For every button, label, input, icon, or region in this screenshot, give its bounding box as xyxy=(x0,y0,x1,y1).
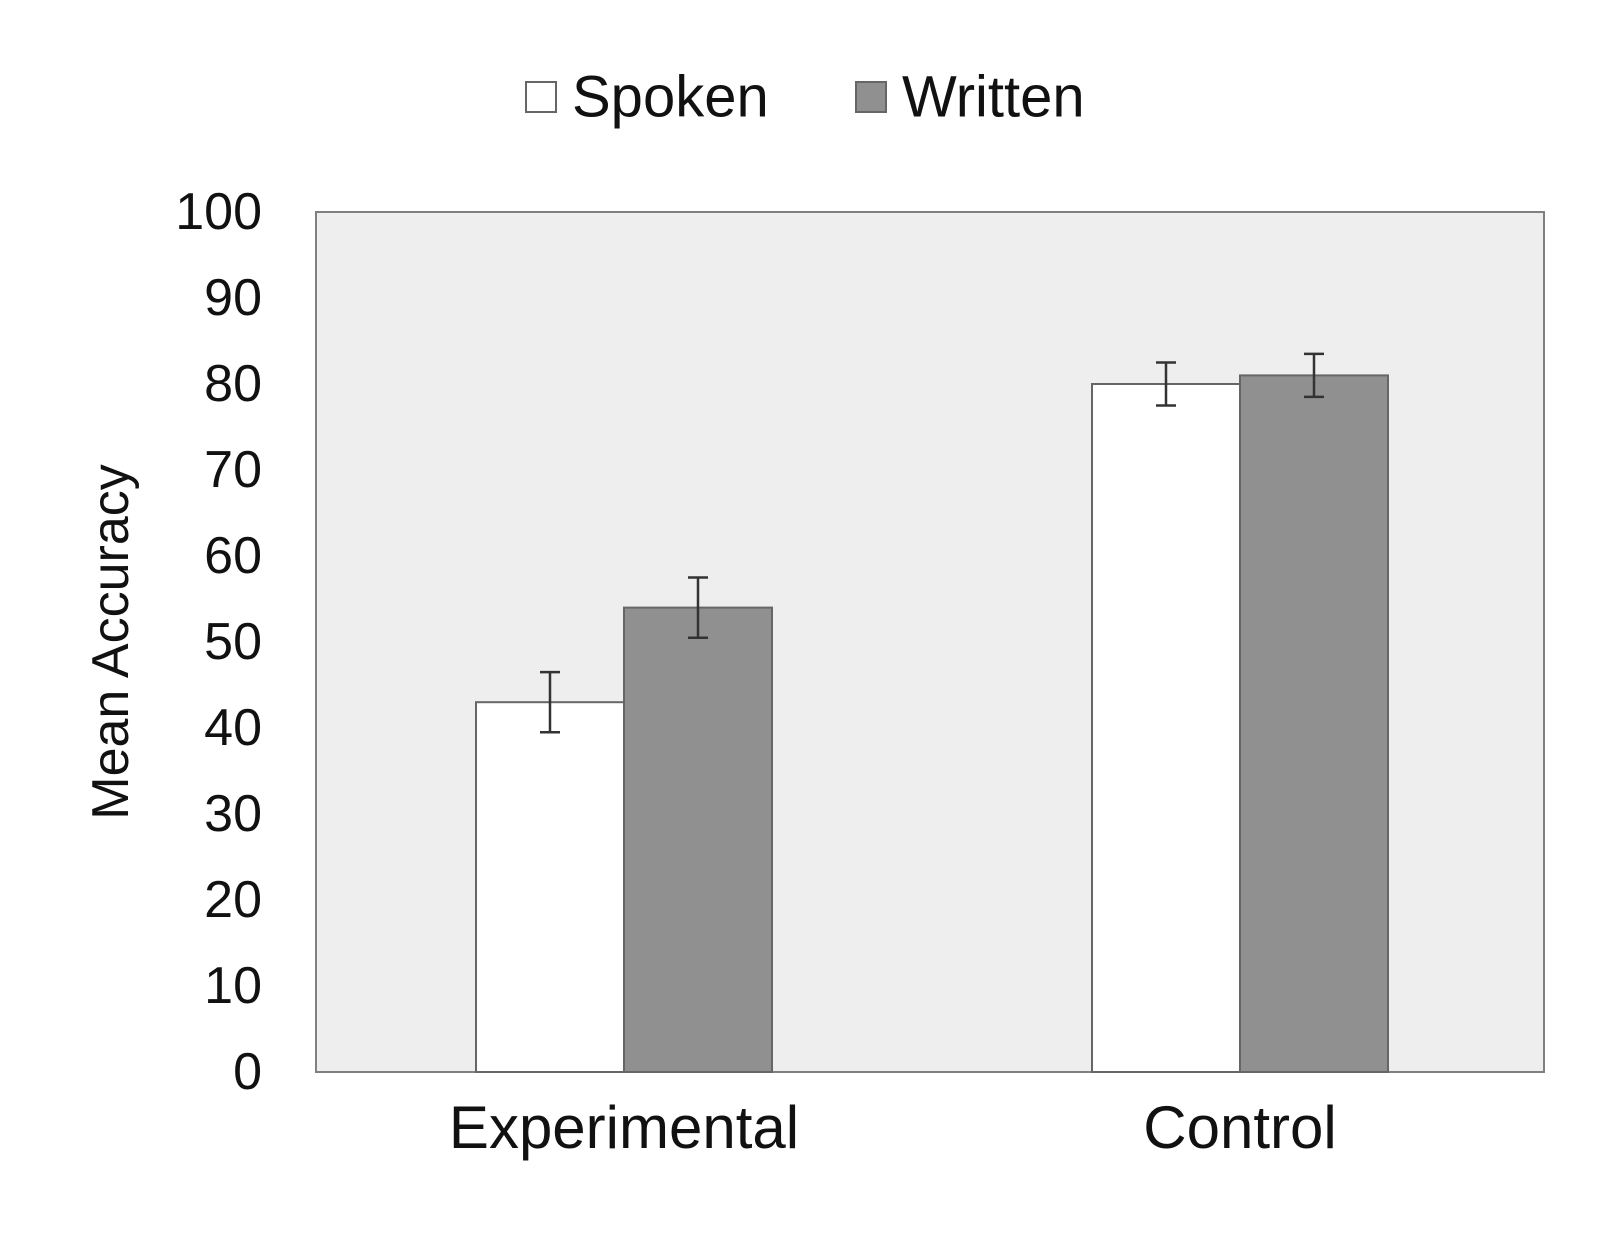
error-bar-written-control xyxy=(1304,352,1324,399)
legend-item-spoken: Spoken xyxy=(525,65,769,130)
x-category-labels: Experimental Control xyxy=(449,1094,1337,1161)
y-tick-label: 40 xyxy=(204,699,262,757)
y-tick-label: 10 xyxy=(204,957,262,1015)
legend: Spoken Written xyxy=(525,65,1085,130)
y-tick-label: 80 xyxy=(204,355,262,413)
y-tick-label: 60 xyxy=(204,527,262,585)
y-tick-label: 30 xyxy=(204,785,262,843)
error-bars-group xyxy=(540,352,1324,734)
x-category-label: Control xyxy=(1143,1094,1336,1161)
x-category-label: Experimental xyxy=(449,1094,799,1161)
y-tick-labels: 0 10 20 30 40 50 60 70 80 90 100 xyxy=(175,183,262,1101)
error-bar-written-experimental xyxy=(688,576,708,639)
legend-label: Written xyxy=(902,65,1085,130)
bar-written-experimental xyxy=(623,606,773,1073)
y-tick-label: 0 xyxy=(233,1043,262,1101)
y-tick-label: 70 xyxy=(204,441,262,499)
y-tick-label: 50 xyxy=(204,613,262,671)
bar-spoken-control xyxy=(1091,383,1241,1073)
y-tick-label: 20 xyxy=(204,871,262,929)
bar-spoken-experimental xyxy=(475,701,625,1073)
legend-item-written: Written xyxy=(855,65,1085,130)
legend-swatch xyxy=(525,81,557,113)
error-bar-spoken-experimental xyxy=(540,670,560,734)
error-bar-spoken-control xyxy=(1156,361,1176,407)
y-axis-title: Mean Accuracy xyxy=(82,464,140,820)
y-tick-label: 90 xyxy=(204,269,262,327)
y-tick-label: 100 xyxy=(175,183,262,241)
bar-written-control xyxy=(1239,374,1389,1073)
legend-swatch xyxy=(855,81,887,113)
legend-label: Spoken xyxy=(572,65,769,130)
